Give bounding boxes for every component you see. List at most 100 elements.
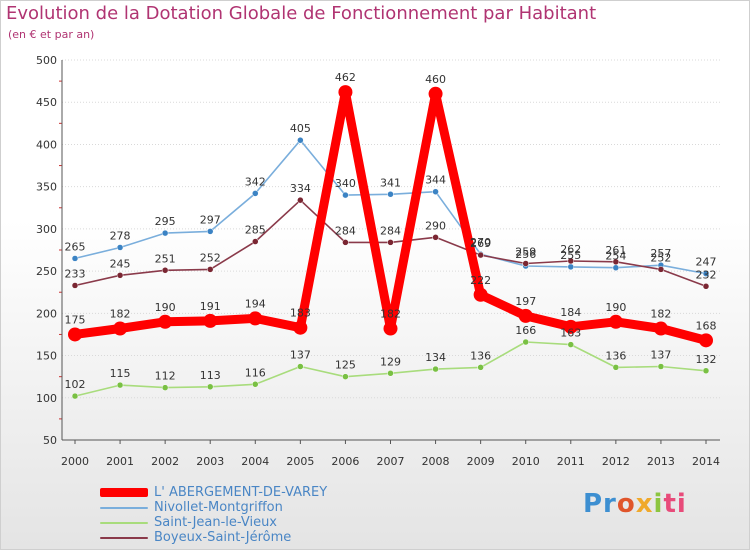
- legend-swatch: [100, 507, 148, 509]
- data-label: 166: [515, 324, 536, 337]
- data-point: [612, 364, 620, 371]
- data-label: 190: [155, 301, 176, 314]
- data-point: [432, 365, 439, 373]
- data-label: 115: [110, 367, 131, 380]
- data-point: [206, 383, 214, 391]
- data-point: [699, 333, 713, 348]
- x-tick-label: 2001: [106, 455, 134, 468]
- data-label: 340: [335, 177, 356, 190]
- legend-label: Nivollet-Montgriffon: [154, 500, 283, 515]
- data-label: 252: [650, 251, 671, 264]
- data-label: 182: [380, 308, 401, 321]
- series-3: [71, 196, 710, 290]
- data-point: [657, 266, 665, 273]
- data-point: [293, 320, 308, 335]
- data-label: 257: [650, 247, 671, 260]
- y-tick-label: 300: [36, 223, 57, 236]
- data-label: 270: [470, 236, 491, 249]
- data-point: [68, 327, 82, 342]
- data-label: 182: [110, 308, 131, 321]
- data-label: 136: [470, 349, 491, 362]
- data-point: [612, 258, 620, 266]
- data-point: [428, 86, 443, 101]
- data-label: 112: [155, 370, 176, 383]
- data-label: 252: [200, 251, 221, 264]
- data-point: [297, 196, 304, 204]
- y-tick-label: 50: [43, 434, 57, 447]
- data-label: 184: [560, 306, 581, 319]
- data-point: [161, 384, 169, 391]
- data-label: 134: [425, 351, 446, 364]
- y-tick-label: 100: [36, 392, 57, 405]
- data-label: 183: [290, 307, 311, 320]
- x-tick-label: 2010: [512, 455, 540, 468]
- x-tick-label: 2003: [196, 455, 224, 468]
- chart-subtitle: (en € et par an): [8, 28, 95, 41]
- data-point: [116, 244, 124, 251]
- data-label: 125: [335, 359, 356, 372]
- data-label: 255: [560, 249, 581, 262]
- data-point: [248, 311, 263, 326]
- y-tick-label: 200: [36, 307, 57, 320]
- data-label: 285: [245, 224, 266, 237]
- logo-part-4: i: [653, 489, 664, 519]
- data-label: 269: [470, 237, 491, 250]
- data-label: 194: [245, 297, 266, 310]
- legend-swatch: [100, 522, 148, 524]
- data-label: 262: [560, 243, 581, 256]
- data-point: [702, 270, 710, 277]
- x-tick-label: 2008: [422, 455, 450, 468]
- data-point: [71, 255, 79, 262]
- data-label: 297: [200, 213, 221, 226]
- x-tick-label: 2002: [151, 455, 179, 468]
- data-label: 256: [515, 248, 536, 261]
- data-point: [252, 238, 259, 245]
- chart-title: Evolution de la Dotation Globale de Fonc…: [6, 3, 597, 24]
- legend-label: Boyeux-Saint-Jérôme: [154, 530, 292, 545]
- data-point: [477, 364, 484, 371]
- data-label: 168: [696, 319, 717, 332]
- data-label: 129: [380, 355, 401, 368]
- x-tick-label: 2005: [286, 455, 314, 468]
- data-label: 137: [650, 349, 671, 362]
- data-point: [116, 272, 124, 279]
- labels-series-2: 102 115 112 113 116 137 125 129 134 136 166 163 136 1…: [65, 324, 717, 391]
- data-label: 247: [696, 256, 717, 269]
- data-label: 265: [65, 240, 86, 253]
- data-label: 232: [696, 268, 717, 281]
- data-label: 191: [200, 300, 221, 313]
- logo-part-5: ti: [663, 489, 687, 519]
- data-label: 197: [515, 295, 536, 308]
- data-label: 341: [380, 176, 401, 189]
- y-tick-label: 350: [36, 181, 57, 194]
- data-label: 137: [290, 349, 311, 362]
- data-point: [297, 363, 304, 370]
- data-point: [252, 190, 259, 197]
- data-label: 136: [605, 349, 626, 362]
- data-point: [342, 191, 349, 199]
- data-point: [161, 229, 169, 237]
- chart-axes: 50 100 150 200 250 300 350 400 450 500 2000 2001 200…: [36, 54, 720, 468]
- data-point: [563, 319, 578, 334]
- data-label: 113: [200, 369, 221, 382]
- series-0: [68, 85, 713, 348]
- data-point: [432, 188, 439, 195]
- x-tick-label: 2000: [61, 455, 89, 468]
- data-label: 190: [605, 301, 626, 314]
- x-tick-label: 2012: [602, 455, 630, 468]
- legend-swatch: [100, 537, 148, 539]
- legend-label: Saint-Jean-le-Vieux: [154, 515, 277, 530]
- data-point: [432, 234, 439, 241]
- legend-label: L' ABERGEMENT-DE-VAREY: [154, 485, 328, 500]
- data-label: 233: [65, 267, 86, 280]
- x-tick-label: 2009: [467, 455, 495, 468]
- data-point: [387, 370, 394, 377]
- data-label: 261: [605, 244, 626, 257]
- data-point: [158, 314, 173, 329]
- data-label: 290: [425, 219, 446, 232]
- data-label: 462: [335, 71, 356, 84]
- logo-part-3: x: [635, 489, 654, 519]
- data-label: 259: [515, 246, 536, 259]
- y-tick-label: 250: [36, 265, 57, 278]
